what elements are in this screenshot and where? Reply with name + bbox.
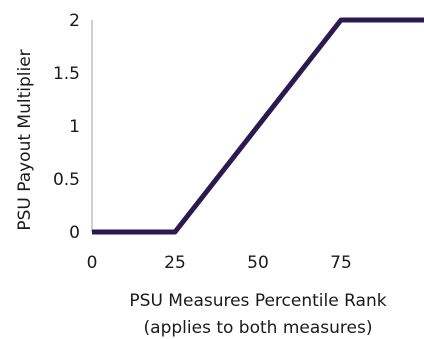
x-tick-label: 25 bbox=[164, 253, 186, 273]
x-axis-ticks: 0 25 50 75 bbox=[87, 253, 352, 273]
x-axis-sublabel: (applies to both measures) bbox=[144, 318, 373, 338]
series-line-0 bbox=[92, 17, 424, 235]
y-tick-label: 2 bbox=[69, 11, 80, 31]
y-tick-label: 1 bbox=[69, 117, 80, 137]
y-tick-label: 0.5 bbox=[53, 170, 80, 190]
x-tick-label: 0 bbox=[87, 253, 98, 273]
y-axis-label: PSU Payout Multiplier bbox=[15, 49, 35, 230]
y-tick-label: 0 bbox=[69, 223, 80, 243]
plot-area bbox=[91, 17, 424, 235]
y-tick-label: 1.5 bbox=[53, 64, 80, 84]
x-axis-label: PSU Measures Percentile Rank bbox=[129, 291, 386, 311]
x-tick-label: 75 bbox=[330, 253, 352, 273]
x-tick-label: 50 bbox=[247, 253, 269, 273]
y-axis-ticks: 0 0.5 1 1.5 2 bbox=[53, 11, 80, 243]
